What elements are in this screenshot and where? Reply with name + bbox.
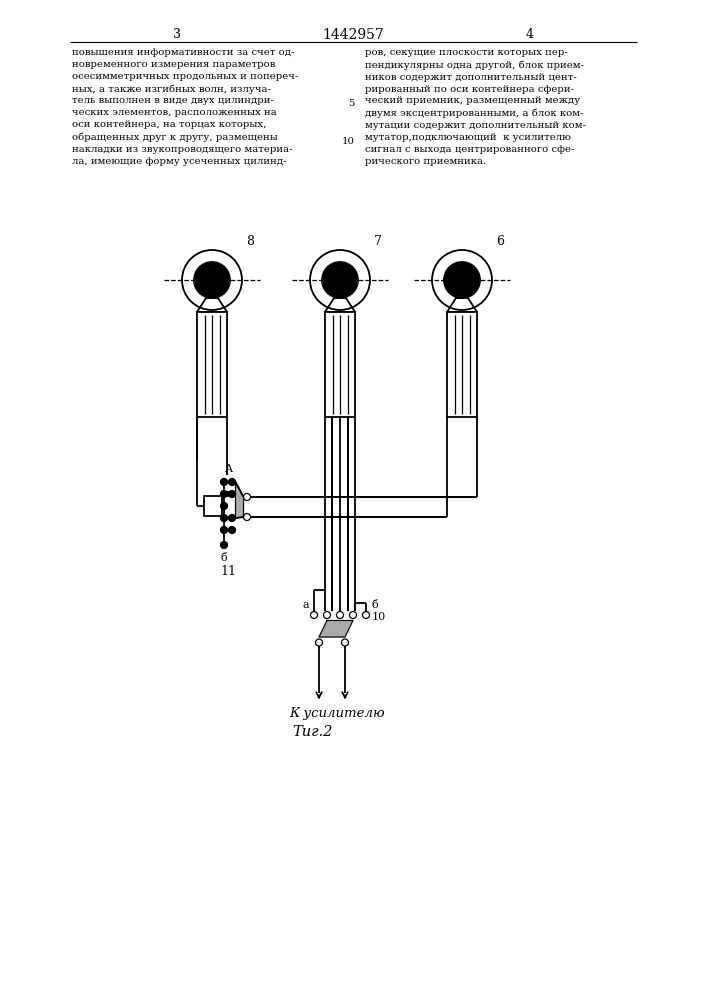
- Text: К усилителю: К усилителю: [289, 706, 385, 720]
- Circle shape: [221, 502, 228, 510]
- Circle shape: [228, 514, 235, 522]
- Text: 5: 5: [349, 100, 355, 108]
- Bar: [204, 496, 222, 516]
- Circle shape: [221, 490, 228, 497]
- Polygon shape: [197, 298, 227, 312]
- Circle shape: [322, 262, 358, 298]
- Text: 8: 8: [246, 235, 254, 248]
- Text: повышения информативности за счет од-
новременного измерения параметров
осесимме: повышения информативности за счет од- но…: [72, 48, 298, 166]
- Circle shape: [221, 526, 228, 534]
- Text: 10: 10: [372, 612, 386, 622]
- Bar: [325, 312, 355, 417]
- Text: 7: 7: [374, 235, 382, 248]
- Circle shape: [194, 262, 230, 298]
- Text: 3: 3: [173, 28, 181, 41]
- Circle shape: [228, 479, 235, 486]
- Circle shape: [221, 542, 228, 548]
- Text: 4: 4: [526, 28, 534, 41]
- Circle shape: [221, 514, 228, 522]
- Circle shape: [444, 262, 480, 298]
- Polygon shape: [447, 298, 477, 312]
- Text: 6: 6: [496, 235, 504, 248]
- Text: Τиг.2: Τиг.2: [292, 724, 332, 738]
- Circle shape: [228, 490, 235, 497]
- Text: 1442957: 1442957: [322, 28, 384, 42]
- Text: 11: 11: [220, 565, 236, 578]
- Bar: [197, 312, 227, 417]
- Text: ров, секущие плоскости которых пер-
пендикулярны одна другой, блок прием-
ников : ров, секущие плоскости которых пер- пенд…: [365, 48, 586, 166]
- Text: б: б: [371, 600, 378, 610]
- Circle shape: [221, 479, 228, 486]
- Polygon shape: [325, 298, 355, 312]
- Bar: [447, 312, 477, 417]
- Circle shape: [225, 491, 230, 496]
- Text: 10: 10: [342, 137, 355, 146]
- Text: б: б: [221, 553, 228, 563]
- Text: A: A: [224, 464, 232, 474]
- Circle shape: [228, 526, 235, 534]
- Polygon shape: [319, 620, 353, 637]
- Text: a: a: [303, 600, 309, 610]
- Polygon shape: [235, 482, 243, 518]
